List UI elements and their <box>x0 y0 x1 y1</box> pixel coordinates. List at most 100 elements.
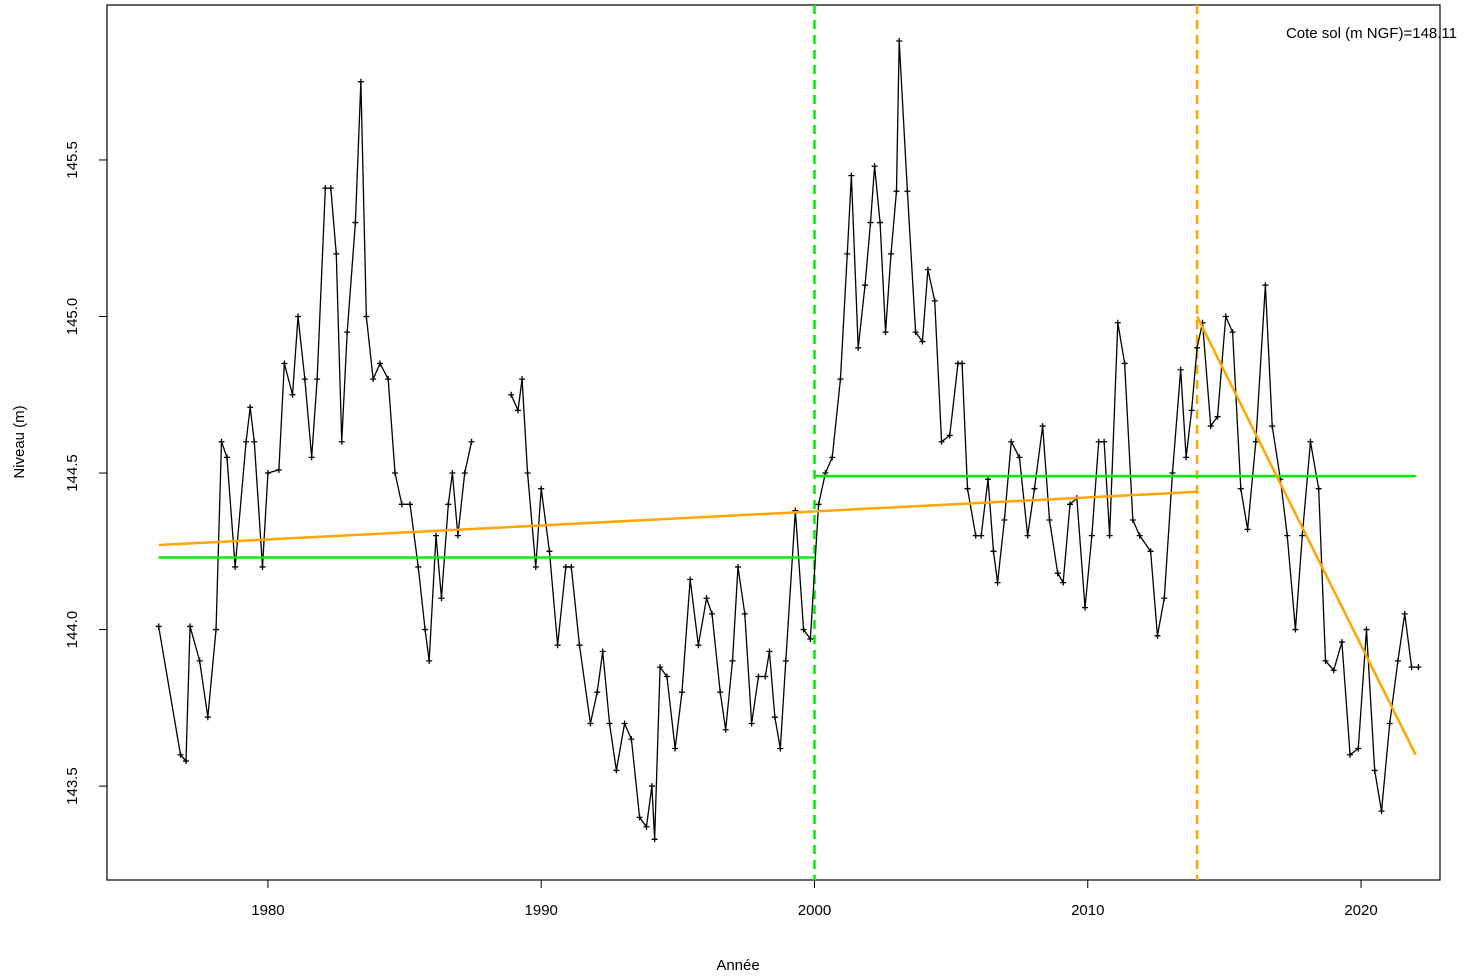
point-marker <box>782 657 789 664</box>
point-marker <box>1147 548 1154 555</box>
point-marker <box>1001 516 1008 523</box>
point-marker <box>333 250 340 257</box>
point-marker <box>687 576 694 583</box>
point-marker <box>1229 329 1236 336</box>
point-marker <box>1284 532 1291 539</box>
point-marker <box>741 610 748 617</box>
point-marker <box>392 470 399 477</box>
point-marker <box>867 219 874 226</box>
plot-box <box>106 4 1441 881</box>
point-marker <box>1408 664 1415 671</box>
point-marker <box>643 823 650 830</box>
point-marker <box>562 563 569 570</box>
y-tick-label: 145.5 <box>64 141 81 179</box>
point-marker <box>1161 595 1168 602</box>
point-marker <box>766 648 773 655</box>
point-marker <box>243 438 250 445</box>
point-marker <box>587 720 594 727</box>
point-marker <box>877 219 884 226</box>
point-marker <box>568 563 575 570</box>
y-tick-label: 145.0 <box>64 298 81 336</box>
point-marker <box>777 745 784 752</box>
point-marker <box>251 438 258 445</box>
point-marker <box>1252 438 1259 445</box>
point-marker <box>959 360 966 367</box>
point-marker <box>314 376 321 383</box>
point-marker <box>281 360 288 367</box>
point-marker <box>445 501 452 508</box>
point-marker <box>722 726 729 733</box>
annotation: Cote sol (m NGF)=148.11 <box>1286 25 1457 42</box>
point-marker <box>295 313 302 320</box>
point-marker <box>196 657 203 664</box>
point-marker <box>576 642 583 649</box>
point-marker <box>729 657 736 664</box>
point-marker <box>1307 438 1314 445</box>
point-marker <box>748 720 755 727</box>
point-marker <box>1054 570 1061 577</box>
point-marker <box>709 610 716 617</box>
point-marker <box>1008 438 1015 445</box>
point-marker <box>1060 579 1067 586</box>
point-marker <box>1378 808 1385 815</box>
point-marker <box>1177 366 1184 373</box>
point-marker <box>385 376 392 383</box>
y-tick-label: 144.5 <box>64 454 81 492</box>
point-marker <box>896 38 903 45</box>
point-marker <box>247 404 254 411</box>
point-marker <box>357 78 364 85</box>
point-marker <box>762 673 769 680</box>
point-marker <box>449 470 456 477</box>
point-marker <box>672 745 679 752</box>
point-marker <box>232 563 239 570</box>
point-marker <box>1269 423 1276 430</box>
point-marker <box>717 689 724 696</box>
point-marker <box>398 501 405 508</box>
point-marker <box>554 642 561 649</box>
point-marker <box>454 532 461 539</box>
point-marker <box>1347 751 1354 758</box>
point-marker <box>904 188 911 195</box>
point-marker <box>1394 657 1401 664</box>
point-marker <box>1299 532 1306 539</box>
point-marker <box>636 814 643 821</box>
point-marker <box>275 466 282 473</box>
point-marker <box>1101 438 1108 445</box>
point-marker <box>651 836 658 843</box>
point-marker <box>1106 532 1113 539</box>
point-marker <box>734 563 741 570</box>
point-marker <box>187 623 194 630</box>
point-marker <box>893 188 900 195</box>
point-marker <box>972 532 979 539</box>
point-marker <box>1154 632 1161 639</box>
point-marker <box>807 635 814 642</box>
point-marker <box>938 438 945 445</box>
point-marker <box>1194 344 1201 351</box>
point-marker <box>912 329 919 336</box>
point-marker <box>855 344 862 351</box>
x-axis-label: Année <box>716 957 759 974</box>
point-marker <box>599 648 606 655</box>
point-marker <box>695 642 702 649</box>
point-marker <box>301 376 308 383</box>
point-marker <box>155 623 162 630</box>
point-marker <box>422 626 429 633</box>
point-marker <box>657 664 664 671</box>
x-tick-label: 2020 <box>1344 902 1377 919</box>
series-line <box>1195 315 1417 756</box>
point-marker <box>1237 485 1244 492</box>
point-marker <box>438 595 445 602</box>
point-marker <box>994 579 1001 586</box>
point-marker <box>755 673 762 680</box>
point-marker <box>1129 516 1136 523</box>
point-marker <box>289 391 296 398</box>
point-marker <box>1338 639 1345 646</box>
point-marker <box>308 454 315 461</box>
x-tick-label: 2000 <box>798 902 831 919</box>
point-marker <box>546 548 553 555</box>
point-marker <box>990 548 997 555</box>
point-marker <box>606 720 613 727</box>
point-marker <box>1031 485 1038 492</box>
point-marker <box>1315 485 1322 492</box>
point-marker <box>322 185 329 192</box>
